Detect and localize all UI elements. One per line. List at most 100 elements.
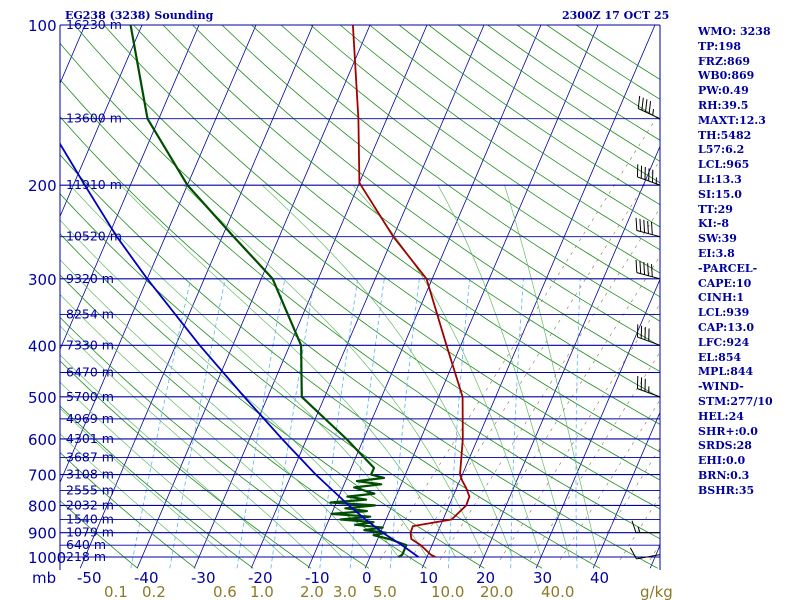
background-dashed-line [439, 207, 660, 561]
index-item: TP:198 [698, 39, 742, 53]
index-item: TT:29 [698, 202, 733, 216]
isotherm-line [0, 25, 28, 568]
isotherm-line [364, 25, 599, 569]
wind-barb [629, 547, 661, 560]
dry-adiabat-line [74, 25, 660, 481]
pressure-tick-label: 400 [28, 337, 57, 355]
mixing-ratio-unit-label: g/kg [640, 583, 673, 600]
height-label: 3108 m [66, 467, 114, 482]
height-label: 10520 m [66, 229, 122, 244]
mixing-ratio-line [349, 278, 385, 569]
height-label: 16230 m [66, 17, 122, 32]
dry-adiabat-line [60, 360, 312, 569]
mixing-ratio-line [130, 278, 192, 569]
dry-adiabat-line [339, 25, 660, 251]
index-item: HEL:24 [698, 409, 744, 423]
height-label: 8254 m [66, 306, 114, 321]
pressure-tick-label: 1000 [28, 549, 66, 567]
pressure-tick-label: 300 [28, 271, 57, 289]
dry-adiabat-line [60, 500, 138, 569]
grid-lines [0, 25, 660, 569]
index-item: FRZ:869 [698, 54, 751, 68]
index-item: EHI:0.0 [698, 454, 746, 468]
temperature-tick-label: -30 [191, 569, 216, 587]
temperature-tick-label: -50 [77, 569, 102, 587]
dry-adiabat-line [280, 25, 660, 298]
valid-time: 2300Z 17 OCT 25 [562, 9, 670, 22]
index-item: LCL:965 [698, 158, 750, 172]
index-item: CINH:1 [698, 291, 745, 305]
temperature-tick-label: -40 [134, 569, 159, 587]
temperature-tick-label: -10 [305, 569, 330, 587]
wind-barb [637, 95, 661, 120]
isotherm-line [307, 25, 542, 569]
dry-adiabat-line [60, 116, 658, 569]
dewpoint-trace [129, 25, 408, 558]
dry-adiabat-line [251, 25, 660, 322]
mixing-ratio-label: 2.0 [300, 583, 324, 600]
temperature-tick-label: 10 [419, 569, 438, 587]
height-label: 3687 m [66, 449, 114, 464]
dry-adiabat-line [103, 25, 660, 453]
height-label: 4301 m [66, 431, 114, 446]
temperature-tick-label: 20 [476, 569, 495, 587]
isotherm-line [478, 145, 660, 569]
height-label: 2555 m [66, 483, 114, 498]
temperature-tick-label: -20 [248, 569, 273, 587]
isotherm-line [535, 278, 660, 569]
mixing-ratio-label: 40.0 [541, 583, 574, 600]
height-label: 13600 m [66, 111, 122, 126]
dry-adiabat-line [60, 233, 485, 569]
isotherm-line [79, 25, 314, 569]
indices-panel: WMO: 3238 TP:198 FRZ:869 WB0:869 PW:0.49 RH:3… [698, 25, 798, 499]
sounding-traces [60, 25, 471, 558]
height-label: 9320 m [66, 271, 114, 286]
index-item: WMO: 3238 [698, 25, 771, 38]
mixing-ratio-label: 0.1 [104, 583, 128, 600]
index-item: SRDS:28 [698, 439, 752, 453]
dry-adiabat-line [60, 451, 196, 569]
index-item: TH:5482 [698, 128, 752, 142]
index-item: EI:3.8 [698, 246, 735, 260]
wind-barb [636, 164, 661, 186]
pressure-tick-label: 900 [28, 525, 57, 543]
dry-adiabat-line [60, 42, 660, 510]
index-item: -PARCEL- [698, 261, 758, 275]
mixing-ratio-label: 10.0 [431, 583, 464, 600]
index-item: WB0:869 [698, 69, 755, 83]
index-item: CAP:13.0 [698, 320, 755, 334]
index-item: SW:39 [698, 232, 737, 246]
dry-adiabat-line [60, 193, 543, 569]
height-label: 6470 m [66, 365, 114, 380]
dry-adiabat-line [310, 25, 660, 274]
index-item: RH:39.5 [698, 98, 749, 112]
mixing-ratio-line [448, 278, 470, 569]
index-item: LFC:924 [698, 335, 750, 349]
height-label: 2032 m [66, 497, 114, 512]
moist-adiabat-line [437, 184, 570, 558]
temperature-tick-label: 30 [533, 569, 552, 587]
parcel-trace [60, 142, 419, 558]
index-item: LCL:939 [698, 306, 750, 320]
dry-adiabat-line [60, 154, 601, 569]
isotherm-line [250, 25, 485, 569]
dry-adiabat-line [60, 78, 660, 540]
index-item: BSHR:35 [698, 483, 755, 497]
index-item: LI:13.3 [698, 172, 742, 186]
moist-adiabat-line [120, 184, 456, 558]
isotherm-line [60, 25, 143, 218]
mixing-ratio-line [575, 278, 581, 569]
pressure-tick-label: 800 [28, 497, 57, 515]
wind-barb [635, 259, 661, 280]
mixing-ratio-label: 1.0 [250, 583, 274, 600]
mixing-ratio-line [319, 278, 359, 569]
temperature-tick-label: 0 [362, 569, 372, 587]
moist-adiabat-line [504, 184, 599, 558]
mixing-ratio-line [510, 278, 524, 569]
wind-barb [636, 324, 661, 346]
index-item: SHR+:0.0 [698, 424, 758, 438]
mixing-ratio-label: 3.0 [333, 583, 357, 600]
height-label: 5700 m [66, 389, 114, 404]
pressure-tick-label: 200 [28, 177, 57, 195]
